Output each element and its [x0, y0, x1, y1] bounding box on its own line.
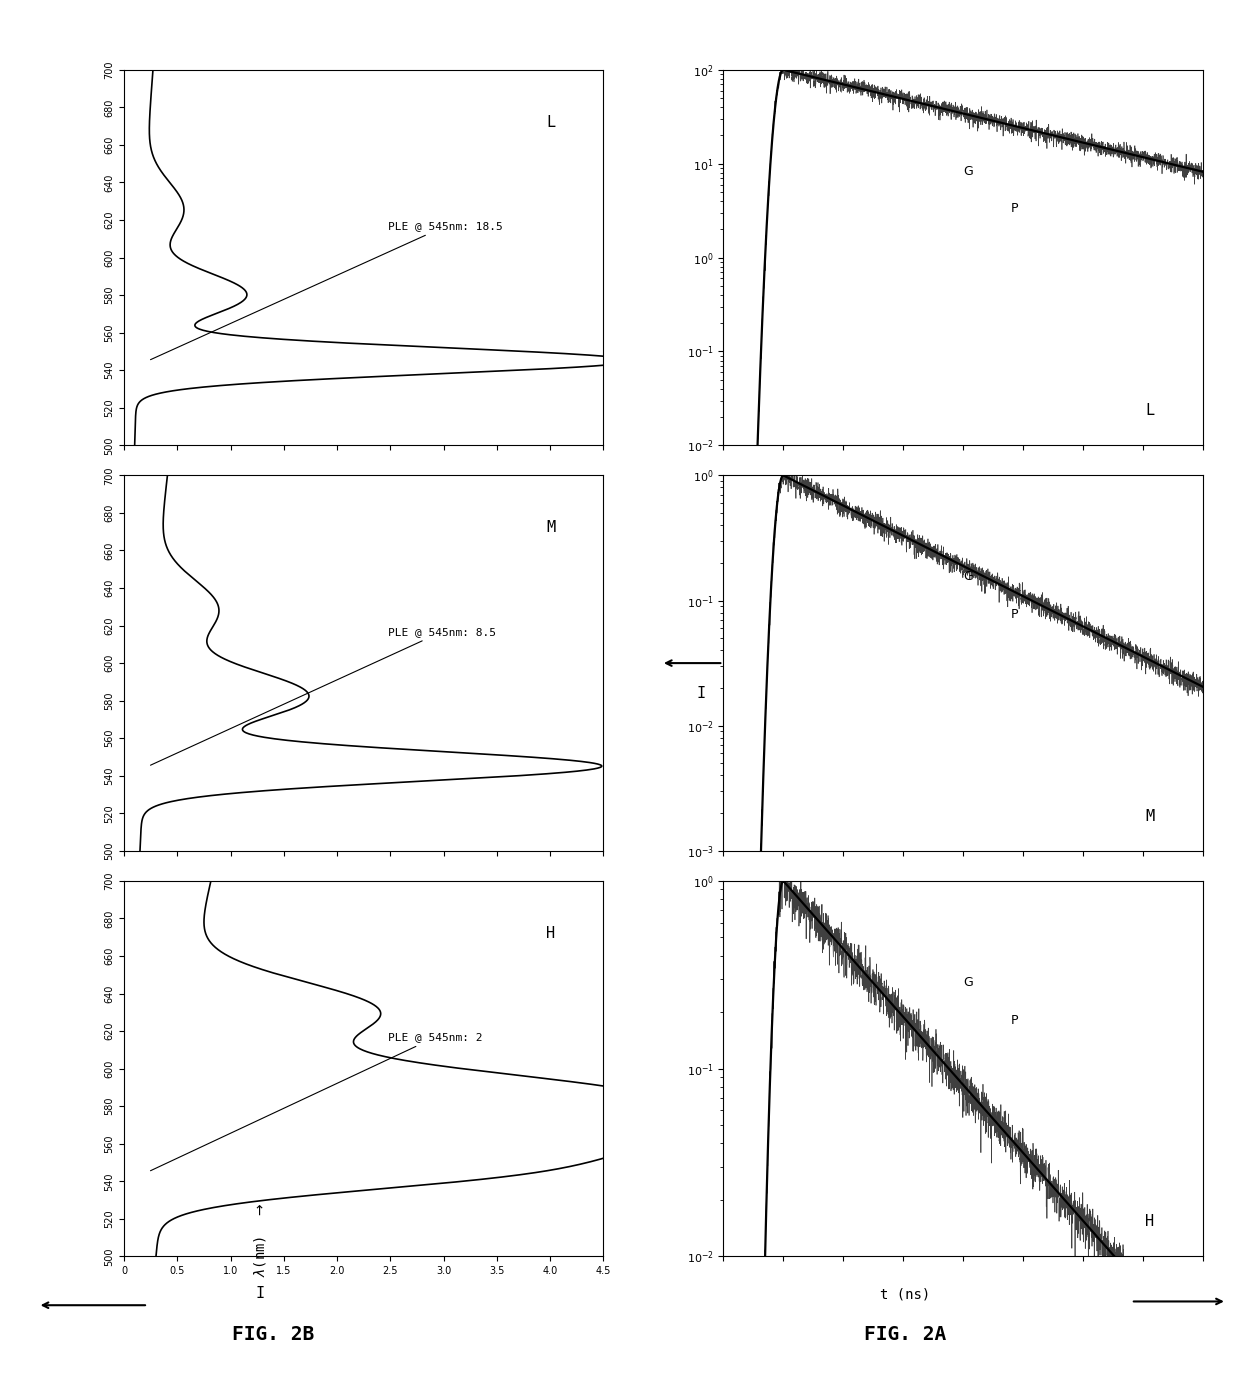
Text: G: G [963, 571, 973, 584]
Text: $\lambda$(nm)  $\rightarrow$: $\lambda$(nm) $\rightarrow$ [253, 1203, 268, 1277]
Text: P: P [1011, 202, 1018, 215]
Text: I: I [255, 1286, 265, 1301]
Text: P: P [1011, 1013, 1018, 1026]
Text: L: L [1146, 403, 1154, 419]
Text: PLE @ 545nm: 18.5: PLE @ 545nm: 18.5 [150, 222, 502, 360]
Text: M: M [1146, 808, 1154, 824]
Text: H: H [1146, 1215, 1154, 1230]
Text: L: L [546, 114, 556, 130]
Text: PLE @ 545nm: 8.5: PLE @ 545nm: 8.5 [150, 627, 496, 765]
Text: P: P [1011, 609, 1018, 621]
Text: FIG. 2B: FIG. 2B [232, 1325, 314, 1344]
Text: PLE @ 545nm: 2: PLE @ 545nm: 2 [150, 1033, 482, 1171]
Text: G: G [963, 976, 973, 988]
Text: I: I [696, 685, 706, 701]
Text: H: H [546, 926, 556, 941]
Text: G: G [963, 165, 973, 177]
Text: M: M [546, 521, 556, 536]
Text: t (ns): t (ns) [880, 1287, 930, 1301]
Text: FIG. 2A: FIG. 2A [864, 1325, 946, 1344]
